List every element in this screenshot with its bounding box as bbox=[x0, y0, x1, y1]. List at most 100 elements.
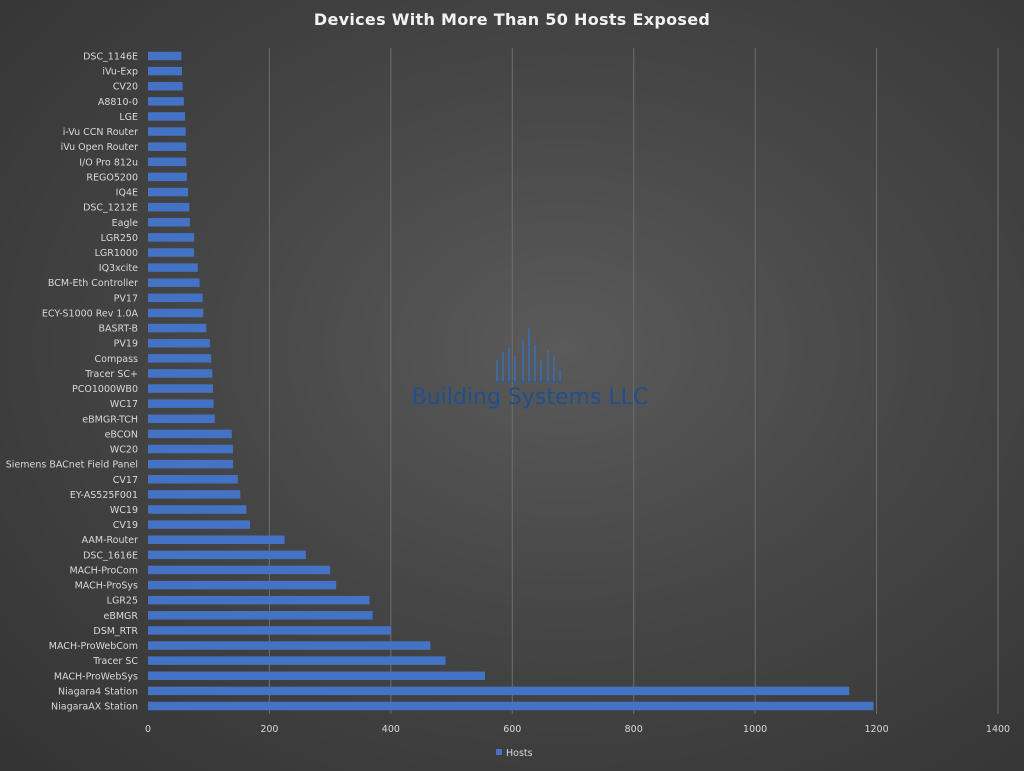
category-label: NiagaraAX Station bbox=[51, 702, 138, 713]
category-label: WC17 bbox=[110, 399, 138, 410]
bar bbox=[148, 187, 189, 197]
category-label: CV17 bbox=[113, 475, 138, 486]
bar bbox=[148, 550, 306, 560]
category-label: MACH-ProCom bbox=[69, 565, 138, 576]
category-label: LGR250 bbox=[101, 233, 138, 244]
x-tick-label: 1000 bbox=[743, 724, 767, 735]
category-label: AAM-Router bbox=[82, 535, 138, 546]
category-label: MACH-ProSys bbox=[75, 581, 138, 592]
category-label: PCO1000WB0 bbox=[72, 384, 138, 395]
bar bbox=[148, 490, 241, 499]
bar bbox=[148, 308, 204, 318]
logo-text: Building Systems LLC bbox=[412, 385, 649, 410]
bar bbox=[148, 142, 187, 151]
bar bbox=[148, 429, 232, 439]
bar bbox=[148, 127, 186, 136]
bar bbox=[148, 97, 184, 106]
category-label: BCM-Eth Controller bbox=[48, 278, 138, 289]
category-label: DSC_1212E bbox=[83, 203, 138, 214]
category-label: i-Vu CCN Router bbox=[63, 127, 138, 138]
legend-label: Hosts bbox=[506, 748, 533, 759]
bars bbox=[148, 51, 874, 711]
category-label: REGO5200 bbox=[86, 172, 138, 183]
chart-title: Devices With More Than 50 Hosts Exposed bbox=[313, 10, 711, 29]
bar bbox=[148, 656, 446, 665]
legend-swatch bbox=[496, 749, 502, 755]
bar bbox=[148, 399, 214, 408]
category-label: eBMGR bbox=[103, 611, 138, 622]
category-label: MACH-ProWebSys bbox=[54, 671, 138, 682]
category-label: PV17 bbox=[114, 293, 138, 304]
category-label: IQ3xcite bbox=[99, 263, 138, 274]
bar bbox=[148, 112, 186, 121]
category-label: eBMGR-TCH bbox=[82, 414, 138, 425]
category-label: DSM_RTR bbox=[93, 626, 138, 637]
x-axis-tick-labels: 0 200 400 600 800 1000 1200 1400 bbox=[145, 724, 1010, 735]
category-label: Tracer SC+ bbox=[84, 369, 138, 380]
bar bbox=[148, 595, 370, 605]
bar bbox=[148, 248, 195, 257]
bar bbox=[148, 565, 331, 575]
x-tick-label: 600 bbox=[503, 724, 521, 735]
bar bbox=[148, 369, 213, 378]
bar bbox=[148, 626, 391, 635]
x-tick-label: 800 bbox=[625, 724, 643, 735]
category-label: BASRT-B bbox=[99, 324, 139, 335]
category-label: A8810-0 bbox=[98, 97, 138, 108]
category-label: DSC_1616E bbox=[83, 550, 138, 561]
bar bbox=[148, 354, 212, 363]
category-label: DSC_1146E bbox=[83, 52, 138, 63]
category-label: MACH-ProWebCom bbox=[49, 641, 138, 652]
bar bbox=[148, 157, 187, 167]
category-label: LGE bbox=[119, 112, 138, 123]
bar bbox=[148, 172, 187, 182]
bar bbox=[148, 475, 238, 484]
bar bbox=[148, 81, 183, 91]
category-label: LGR25 bbox=[107, 596, 138, 607]
category-label: Eagle bbox=[112, 218, 138, 229]
category-labels: NiagaraAX Station Niagara4 Station MACH-Pr… bbox=[6, 52, 139, 713]
bar bbox=[148, 505, 247, 514]
bar bbox=[148, 202, 190, 212]
x-tick-label: 0 bbox=[145, 724, 151, 735]
bar bbox=[148, 535, 285, 544]
bar bbox=[148, 293, 203, 303]
x-tick-label: 1400 bbox=[986, 724, 1010, 735]
bar bbox=[148, 701, 874, 711]
category-label: iVu Open Router bbox=[61, 142, 139, 153]
bar bbox=[148, 611, 373, 620]
bar bbox=[148, 384, 213, 393]
bar bbox=[148, 580, 337, 590]
bar bbox=[148, 414, 215, 424]
bar bbox=[148, 263, 198, 272]
category-label: iVu-Exp bbox=[102, 67, 138, 78]
x-tick-label: 400 bbox=[382, 724, 400, 735]
category-label: ECY-S1000 Rev 1.0A bbox=[42, 308, 139, 319]
bar bbox=[148, 444, 233, 454]
x-tick-label: 200 bbox=[260, 724, 278, 735]
gridlines bbox=[268, 48, 999, 714]
bar bbox=[148, 66, 182, 76]
category-label: EY-AS525F001 bbox=[70, 490, 138, 501]
category-label: WC19 bbox=[110, 505, 138, 516]
bar bbox=[148, 323, 207, 333]
category-label: PV19 bbox=[114, 339, 138, 350]
category-label: LGR1000 bbox=[95, 248, 138, 259]
x-tick-label: 1200 bbox=[864, 724, 888, 735]
category-label: I/O Pro 812u bbox=[79, 157, 138, 168]
bar bbox=[148, 278, 200, 287]
category-label: CV19 bbox=[113, 520, 138, 531]
category-label: Siemens BACnet Field Panel bbox=[6, 460, 138, 471]
legend: Hosts bbox=[496, 748, 533, 759]
bar bbox=[148, 51, 182, 61]
bar bbox=[148, 686, 850, 696]
category-label: Compass bbox=[95, 354, 139, 365]
bar bbox=[148, 459, 233, 469]
category-label: WC20 bbox=[110, 445, 138, 456]
bar bbox=[148, 233, 195, 242]
bar bbox=[148, 671, 485, 681]
bar bbox=[148, 641, 431, 650]
category-label: eBCON bbox=[105, 429, 138, 440]
category-label: Niagara4 Station bbox=[58, 686, 138, 697]
